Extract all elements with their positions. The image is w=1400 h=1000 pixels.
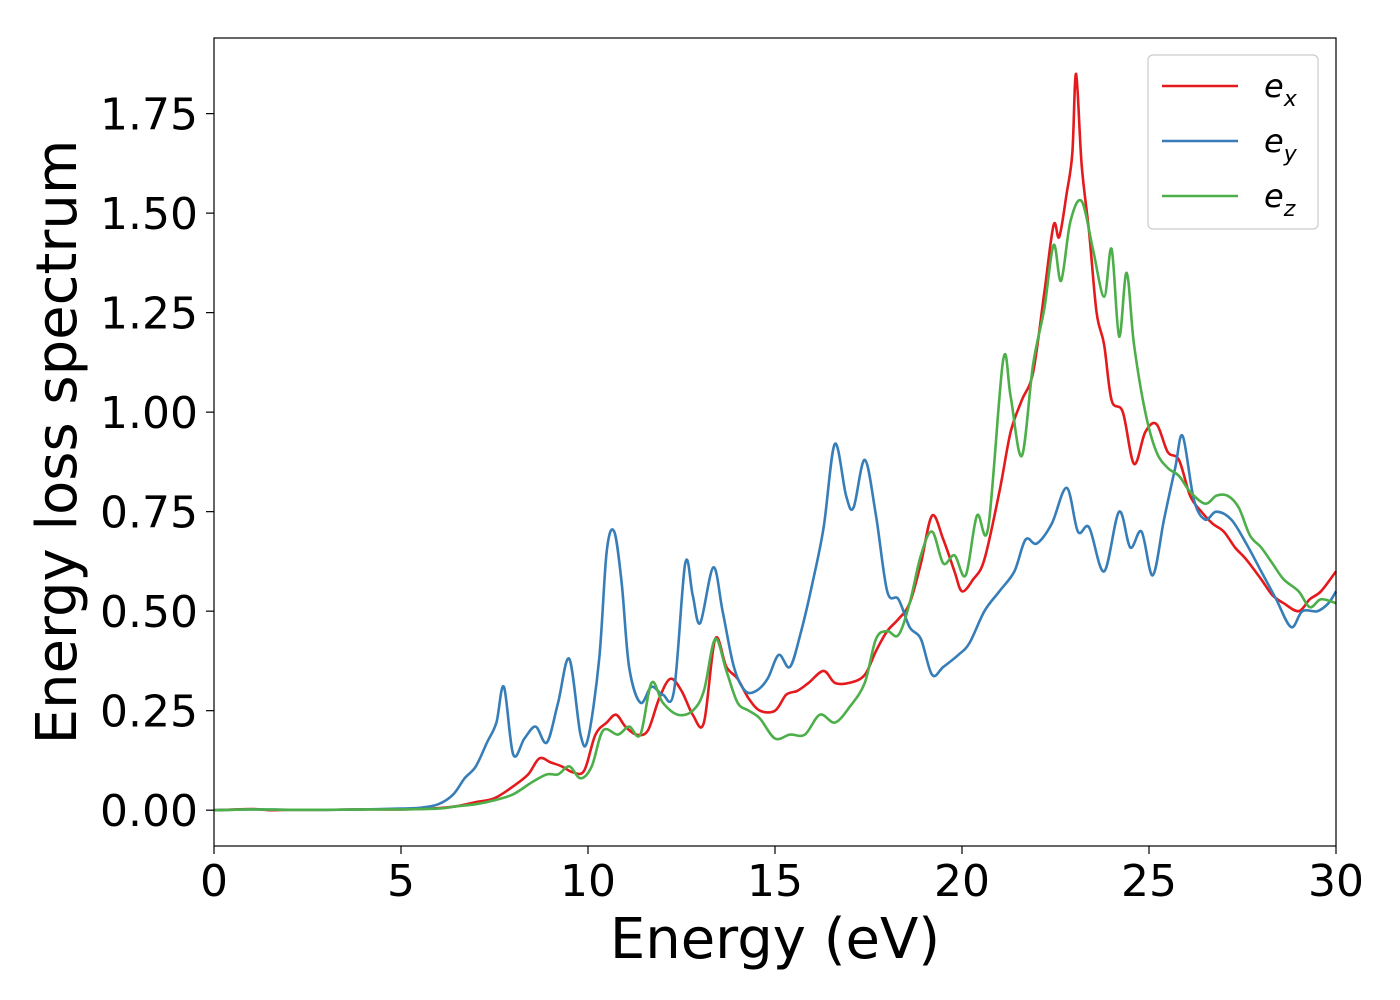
x-axis: 0 5 10 15 20 25 30 [200, 846, 1364, 907]
x-tick-label: 5 [387, 856, 415, 907]
x-tick-label: 15 [747, 856, 803, 907]
y-tick-label: 0.75 [100, 488, 198, 539]
x-axis-title: Energy (eV) [610, 907, 940, 972]
legend-label-y: ey [1264, 122, 1298, 167]
y-tick-label: 0.50 [100, 587, 198, 638]
series-line-z [213, 198, 1337, 812]
y-tick-label: 1.00 [100, 388, 198, 439]
y-axis-title: Energy loss spectrum [25, 140, 90, 745]
y-axis: 0.00 0.25 0.50 0.75 1.00 1.25 1.50 1.75 [100, 90, 214, 837]
series-line-y [213, 433, 1338, 812]
x-tick-label: 25 [1121, 856, 1177, 907]
y-tick-label: 0.00 [100, 786, 198, 837]
x-tick-label: 0 [200, 856, 228, 907]
y-tick-label: 1.75 [100, 90, 198, 141]
y-tick-label: 0.25 [100, 687, 198, 738]
y-tick-label: 1.25 [100, 289, 198, 340]
y-tick-label: 1.50 [100, 189, 198, 240]
x-tick-label: 20 [934, 856, 990, 907]
series-layer [213, 72, 1338, 812]
x-tick-label: 10 [560, 856, 616, 907]
x-tick-label: 30 [1308, 856, 1364, 907]
series-line-x [213, 72, 1338, 812]
